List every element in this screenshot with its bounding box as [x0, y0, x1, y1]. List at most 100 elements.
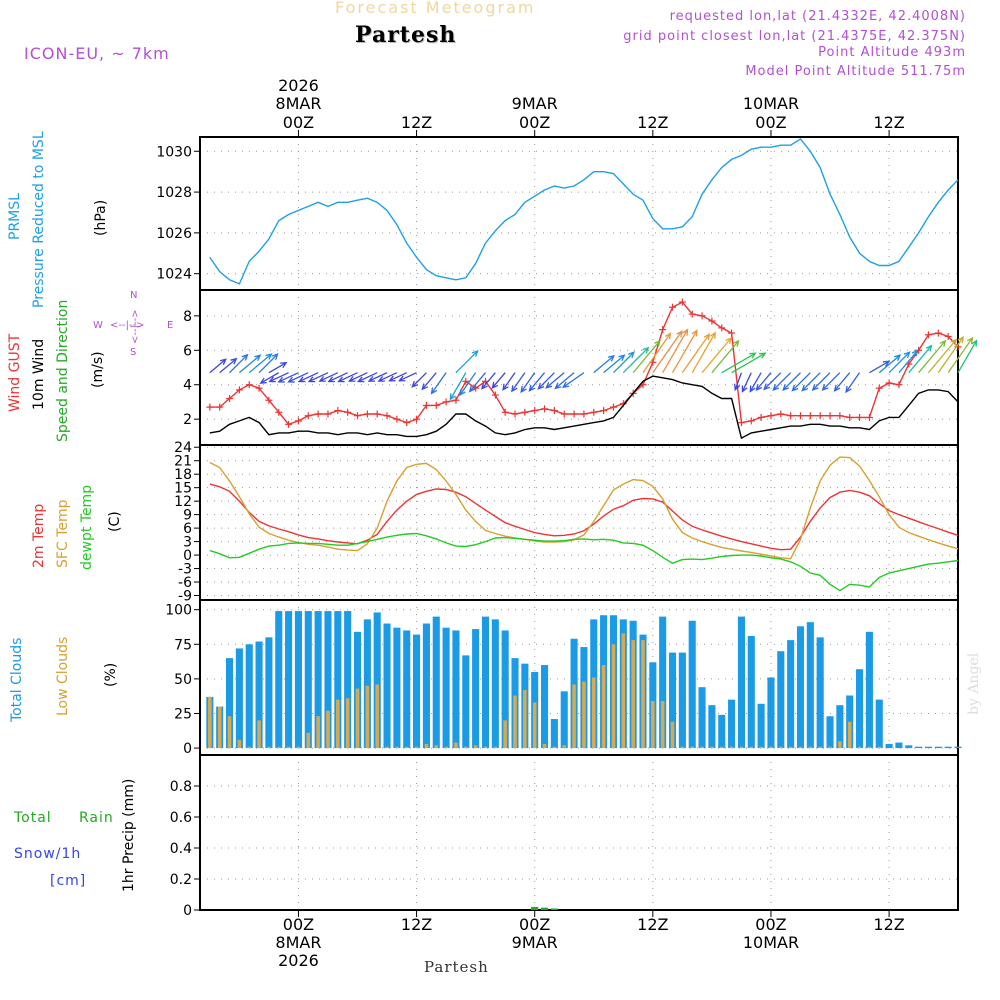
temp-ytick-label: -9: [178, 589, 192, 605]
wind-arrow-shaft: [319, 372, 339, 382]
wind-arrow-shaft: [449, 372, 467, 400]
total-clouds-bar: [541, 665, 549, 749]
low-clouds-bar: [365, 685, 370, 749]
total-clouds-bar: [767, 677, 775, 749]
wind-direction-arrow: [845, 372, 861, 394]
wind-direction-arrow: [711, 339, 740, 374]
total-clouds-bar: [245, 644, 253, 749]
wind-arrow-shaft: [338, 372, 358, 383]
pressure-ytick-label: 1030: [156, 144, 192, 160]
low-clouds-bar: [404, 746, 409, 749]
total-clouds-bar: [363, 619, 371, 749]
gust-marker: [737, 419, 745, 427]
wind-arrow-head: [268, 376, 276, 383]
total-clouds-bar: [422, 623, 430, 749]
wind-arrow-head: [709, 331, 716, 339]
pressure-frame: [199, 136, 959, 291]
wind-arrow-head: [791, 384, 799, 392]
total-clouds-bar: [491, 619, 499, 749]
low-clouds-bar: [847, 721, 852, 749]
gust-marker: [777, 410, 785, 418]
pressure-ytick-label: 1026: [156, 226, 192, 242]
wind-arrow-head: [277, 376, 285, 383]
temp-ytick-label: -3: [178, 562, 192, 578]
wind-direction-arrow: [593, 354, 615, 374]
gust-marker: [491, 391, 499, 399]
wind-direction-arrow: [918, 339, 947, 374]
gust-marker: [363, 410, 371, 418]
wind-arrow-shaft: [358, 372, 378, 383]
top-xtick-label: 12Z: [401, 113, 432, 132]
pressure-ytick-label: 1028: [156, 185, 192, 201]
wind-direction-arrow: [691, 331, 716, 373]
wind-arrow-shaft: [772, 372, 792, 391]
wind-arrow-head: [318, 376, 326, 382]
total-clouds-bar: [235, 648, 243, 749]
total-clouds-bar: [304, 611, 312, 749]
wind-direction-arrow: [347, 372, 368, 382]
wind-arrow-head: [337, 376, 345, 383]
low-clouds-bar: [670, 721, 675, 749]
wind-arrow-head: [607, 354, 615, 362]
wind-arrow-shaft: [812, 372, 831, 391]
gust-marker: [462, 377, 470, 385]
wind-arrow-shaft: [411, 372, 427, 388]
wind-arrow-shaft: [612, 351, 635, 374]
wind-arrow-head: [219, 358, 227, 366]
gust-marker: [836, 412, 844, 420]
gust-marker: [216, 403, 224, 411]
gust-marker: [885, 379, 893, 387]
wind-direction-arrow: [258, 353, 279, 374]
gust-marker: [600, 407, 608, 415]
total-clouds-bar: [294, 611, 302, 749]
wind-arrow-head: [894, 354, 902, 361]
bottom-date-label: 8MAR: [275, 933, 321, 952]
low-clouds-bar: [867, 746, 872, 749]
wind-direction-arrow: [681, 333, 711, 374]
gust-line: [209, 301, 959, 426]
low-clouds-bar: [680, 746, 685, 749]
wind-arrow-head: [528, 384, 536, 392]
low-clouds-bar: [552, 746, 557, 749]
low-clouds-bar: [464, 746, 468, 749]
wind-arrow-head: [755, 384, 763, 392]
wind-arrow-head: [749, 352, 757, 359]
gust-marker: [846, 413, 854, 421]
wind-arrow-shaft: [368, 372, 388, 382]
gust-marker: [334, 407, 342, 415]
gust-marker: [816, 412, 824, 420]
low-clouds-bar: [838, 741, 842, 749]
wind-arrow-head: [421, 383, 429, 391]
temp-panel: [194, 444, 959, 601]
total-clouds-bar: [314, 611, 322, 749]
wind-arrow-shaft: [731, 352, 766, 374]
gust-marker: [924, 331, 932, 339]
wind-direction-arrow: [219, 357, 238, 374]
low-clouds-bar: [276, 746, 281, 749]
low-clouds-bar: [355, 688, 360, 749]
wind-arrow-shaft: [834, 372, 851, 392]
wind-arrow-shaft: [701, 337, 732, 374]
wind-arrow-head: [449, 393, 456, 401]
gust-marker: [570, 410, 578, 418]
wind-direction-arrow: [782, 372, 801, 391]
grid-point-coords: grid point closest lon,lat (21.4375E, 42…: [623, 29, 966, 44]
wind-arrow-head: [280, 361, 288, 369]
low-clouds-bar: [247, 746, 251, 749]
low-clouds-bar: [513, 695, 517, 749]
wind-direction-arrow: [878, 354, 902, 374]
wind-arrow-shaft: [545, 372, 565, 389]
wind-arrow-head: [259, 377, 267, 384]
gust-marker: [521, 408, 529, 416]
footer-location: Partesh: [424, 958, 489, 976]
wind-ytick-label: 2: [183, 412, 192, 428]
gust-marker: [314, 410, 322, 418]
wind-arrow-shaft: [328, 372, 348, 383]
gust-marker: [698, 312, 706, 320]
wind-arrow-head: [471, 349, 479, 357]
wind-arrow-head: [642, 346, 650, 354]
clouds-ytick-label: 75: [174, 637, 192, 653]
low-clouds-bar: [395, 746, 399, 749]
wind-direction-arrow: [388, 372, 408, 382]
wind-speed-line: [209, 375, 959, 440]
